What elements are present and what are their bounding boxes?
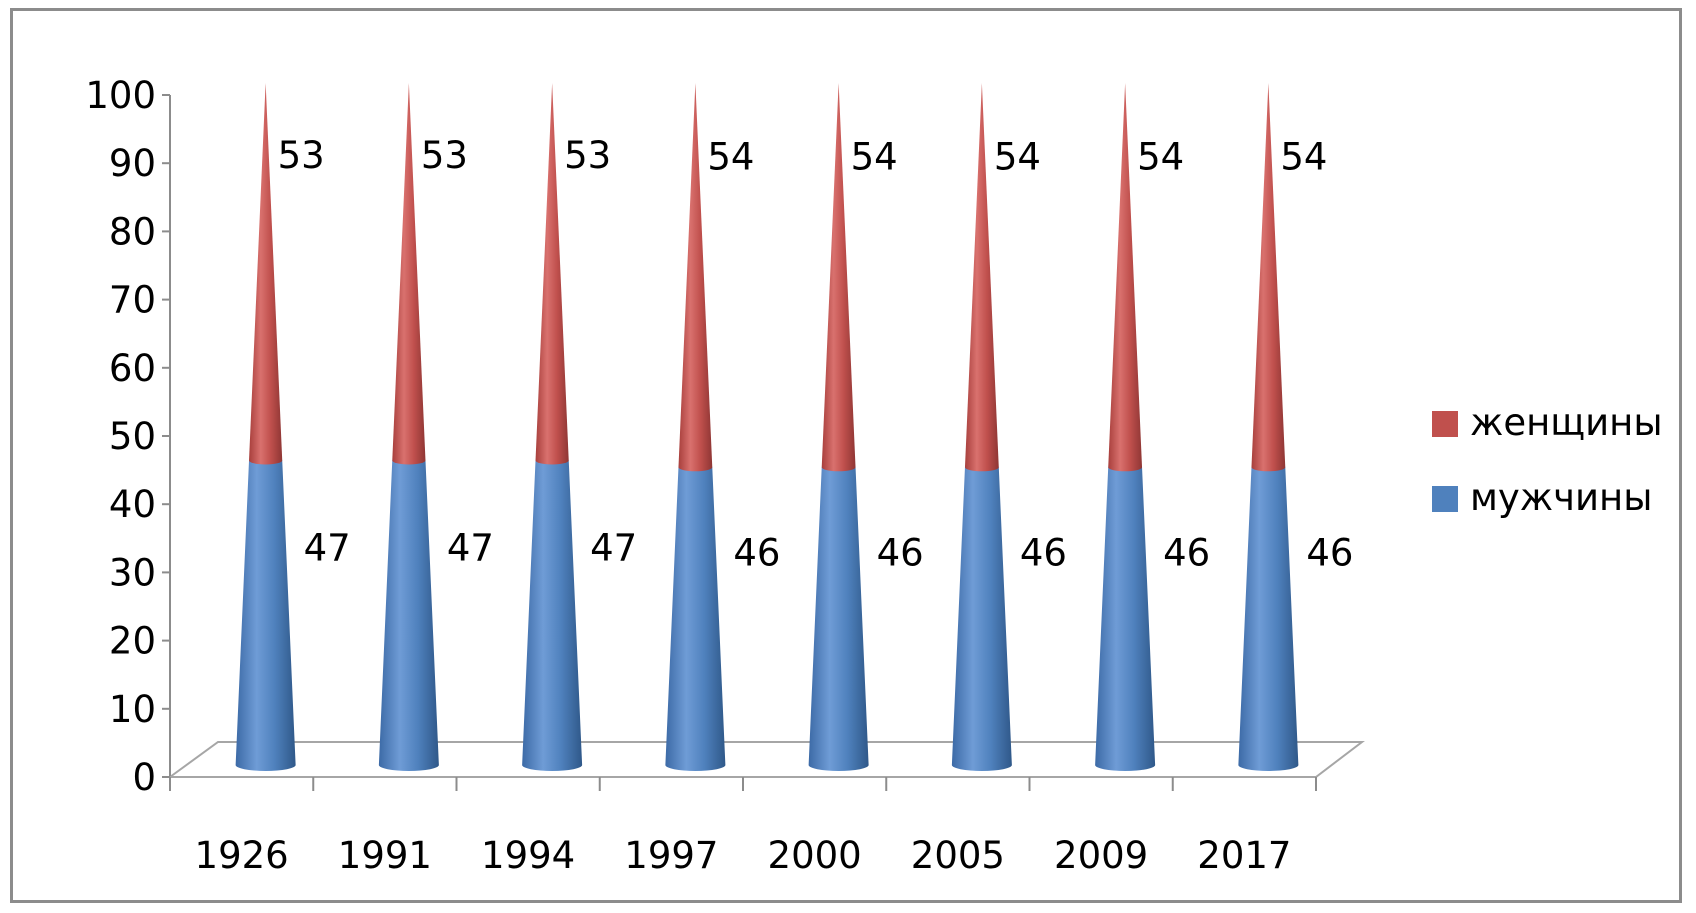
data-labels: 47 53 47 53 47 53 46 54 46 54 46 54 46 54 46 54 — [278, 134, 1354, 574]
x-tick-label: 1994 — [481, 834, 575, 877]
y-tick-label: 100 — [85, 74, 156, 117]
x-tick-label: 1997 — [624, 834, 718, 877]
legend-swatch — [1432, 411, 1458, 437]
legend-swatch — [1432, 486, 1458, 512]
data-label-женщины: 53 — [278, 134, 325, 177]
x-tick-label: 2017 — [1197, 834, 1291, 877]
data-label-мужчины: 47 — [447, 527, 494, 570]
cone-segment-женщины — [678, 83, 713, 472]
legend-label: женщины — [1470, 401, 1663, 444]
data-label-мужчины: 46 — [733, 531, 780, 574]
x-tick-label: 2009 — [1054, 834, 1148, 877]
y-tick-label: 60 — [109, 347, 156, 390]
y-tick-label: 20 — [109, 620, 156, 663]
data-label-женщины: 54 — [994, 135, 1041, 178]
data-label-женщины: 54 — [1137, 135, 1184, 178]
cone-segment-мужчины — [665, 463, 726, 771]
y-tick-label: 40 — [109, 483, 156, 526]
data-label-женщины: 54 — [851, 135, 898, 178]
y-tick-label: 70 — [109, 279, 156, 322]
x-tick-label: 1926 — [195, 834, 289, 877]
cone-segment-мужчины — [522, 456, 583, 771]
cone-segment-женщины — [535, 83, 569, 465]
cone-series — [235, 83, 1299, 771]
cone-segment-женщины — [249, 83, 283, 465]
cone-segment-мужчины — [1238, 463, 1299, 771]
y-tick-label: 10 — [109, 688, 156, 731]
cone-segment-женщины — [1108, 83, 1143, 472]
cone-segment-женщины — [1251, 83, 1286, 472]
cone-segment-мужчины — [1095, 463, 1156, 771]
y-tick-label: 90 — [109, 142, 156, 185]
cone-segment-мужчины — [808, 463, 869, 771]
x-axis: 1926 1991 1994 1997 2000 2005 2009 2017 — [169, 776, 1317, 877]
data-label-женщины: 54 — [707, 135, 754, 178]
data-label-женщины: 53 — [564, 134, 611, 177]
data-label-мужчины: 46 — [877, 531, 924, 574]
y-axis: 0 10 20 30 40 50 60 70 80 90 100 — [85, 74, 171, 799]
data-label-мужчины: 46 — [1020, 531, 1067, 574]
x-tick-label: 1991 — [338, 834, 432, 877]
floor-plane — [166, 741, 1365, 778]
data-label-мужчины: 47 — [304, 527, 351, 570]
cone-segment-женщины — [821, 83, 856, 472]
legend: женщины мужчины — [1432, 401, 1663, 519]
y-tick-label: 30 — [109, 551, 156, 594]
legend-label: мужчины — [1470, 476, 1652, 519]
cone-segment-мужчины — [378, 456, 439, 771]
y-tick-label: 50 — [109, 415, 156, 458]
data-label-мужчины: 47 — [590, 527, 637, 570]
y-tick-label: 80 — [109, 210, 156, 253]
cone-segment-женщины — [392, 83, 426, 465]
x-tick-label: 2005 — [911, 834, 1005, 877]
data-label-женщины: 53 — [421, 134, 468, 177]
data-label-женщины: 54 — [1280, 135, 1327, 178]
cone-segment-мужчины — [235, 456, 296, 771]
cone-segment-женщины — [964, 83, 999, 472]
cone-segment-мужчины — [951, 463, 1012, 771]
y-tick-label: 0 — [132, 756, 156, 799]
data-label-мужчины: 46 — [1163, 531, 1210, 574]
data-label-мужчины: 46 — [1306, 531, 1353, 574]
x-tick-label: 2000 — [768, 834, 862, 877]
chart-floor — [166, 741, 1365, 778]
